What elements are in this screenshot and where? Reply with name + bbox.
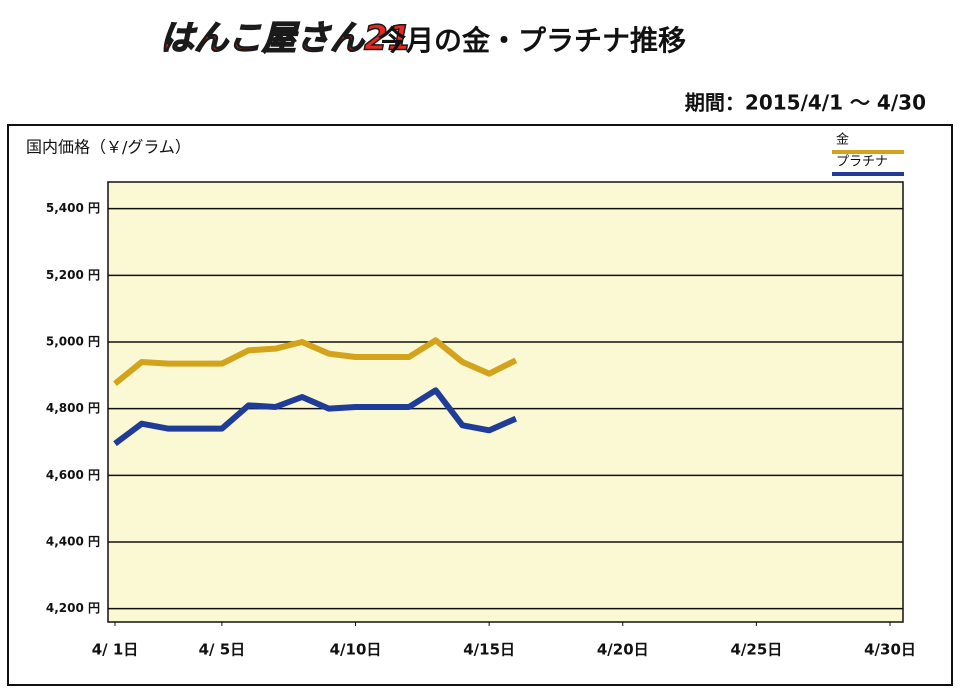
plot-area: [107, 181, 904, 623]
chart-title: 今月の金・プラチナ推移: [378, 24, 686, 57]
x-tick-label: 4/10日: [330, 641, 382, 659]
y-tick-label: 5,200 円: [46, 268, 100, 282]
x-tick-label: 4/ 1日: [92, 641, 139, 659]
y-tick-label: 5,400 円: [46, 201, 100, 215]
subtitle: 期間：2015/4/1 ～ 4/30: [685, 91, 926, 115]
y-tick-label: 4,800 円: [46, 401, 100, 415]
logo: はんこ屋さん21: [160, 19, 411, 59]
series-line: [113, 337, 518, 386]
legend-label: 金: [836, 132, 849, 148]
series-line: [113, 387, 518, 447]
x-tick-label: 4/15日: [463, 641, 515, 659]
x-tick-label: 4/ 5日: [199, 641, 246, 659]
y-tick-label: 4,400 円: [46, 535, 100, 549]
y-tick-label: 5,000 円: [46, 335, 100, 349]
x-tick-label: 4/25日: [730, 641, 782, 659]
x-tick-label: 4/20日: [597, 641, 649, 659]
legend-label: プラチナ: [836, 155, 888, 170]
x-tick-label: 4/30日: [864, 641, 916, 659]
y-axis-label: 国内価格（￥/グラム）: [26, 138, 191, 157]
y-tick-label: 4,600 円: [46, 468, 100, 482]
y-tick-label: 4,200 円: [46, 601, 100, 615]
